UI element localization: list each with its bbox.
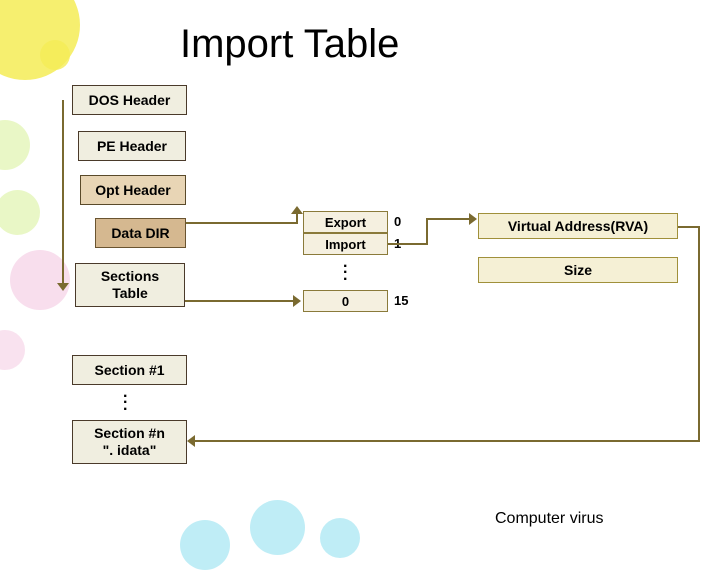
dir-index: 15 <box>394 293 408 308</box>
arrow-dd-dir-v <box>296 214 298 224</box>
arrow-import-rva-v <box>426 218 428 245</box>
arrow-dd-dir-head <box>291 206 303 214</box>
rva-item: Size <box>478 257 678 283</box>
arrow-import-rva-h2 <box>426 218 471 220</box>
bg-circle <box>10 250 70 310</box>
arrow-dd-dir <box>186 222 296 224</box>
opt-header-box: Opt Header <box>80 175 186 205</box>
footer-text: Computer virus <box>495 510 603 528</box>
sections-table-label: Sections Table <box>101 268 159 302</box>
bg-circle <box>40 40 70 70</box>
section-1-label: Section #1 <box>94 362 164 378</box>
section-n-label: Section #n ". idata" <box>94 425 165 459</box>
arrow-st-dir-head <box>293 295 301 307</box>
pe-header-box: PE Header <box>78 131 186 161</box>
opt-header-label: Opt Header <box>95 182 170 198</box>
data-dir-box: Data DIR <box>95 218 186 248</box>
left-arrow-shaft <box>62 100 64 285</box>
bg-circle <box>180 520 230 570</box>
left-arrow-head <box>57 283 69 291</box>
bg-circle <box>0 330 25 370</box>
bg-circle <box>0 0 80 80</box>
dos-header-box: DOS Header <box>72 85 187 115</box>
bg-circle <box>320 518 360 558</box>
section-n-box: Section #n ". idata" <box>72 420 187 464</box>
dos-header-label: DOS Header <box>89 92 171 108</box>
bg-circle <box>250 500 305 555</box>
rva-item: Virtual Address(RVA) <box>478 213 678 239</box>
arrow-st-dir <box>185 300 295 302</box>
dir-item: 0 <box>303 290 388 312</box>
section-1-box: Section #1 <box>72 355 187 385</box>
pe-header-label: PE Header <box>97 138 167 154</box>
dir-item: Export <box>303 211 388 233</box>
dir-item: Import <box>303 233 388 255</box>
sections-table-box: Sections Table <box>75 263 185 307</box>
vdots-left: ... <box>123 390 127 409</box>
data-dir-label: Data DIR <box>111 225 169 241</box>
arrow-import-rva-head <box>469 213 477 225</box>
page-title: Import Table <box>180 22 399 67</box>
arrow-rva-secn-head <box>187 435 195 447</box>
vdots-dir: ... <box>343 260 347 279</box>
dir-index: 0 <box>394 214 401 229</box>
arrow-rva-secn-v1 <box>698 226 700 442</box>
arrow-rva-secn-h2 <box>195 440 700 442</box>
bg-circle <box>0 190 40 235</box>
bg-circle <box>0 120 30 170</box>
arrow-rva-secn-h1 <box>678 226 700 228</box>
arrow-import-rva-h1 <box>388 243 426 245</box>
